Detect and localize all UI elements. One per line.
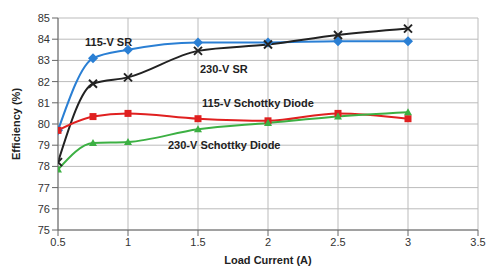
svg-text:81: 81 [38,97,50,109]
svg-text:Load Current (A): Load Current (A) [224,254,312,266]
svg-text:79: 79 [38,139,50,151]
svg-text:115-V Schottky Diode: 115-V Schottky Diode [202,97,314,109]
svg-text:76: 76 [38,203,50,215]
svg-text:0.5: 0.5 [50,236,65,248]
svg-text:3.5: 3.5 [470,236,485,248]
svg-text:2.5: 2.5 [330,236,345,248]
svg-text:1.5: 1.5 [190,236,205,248]
svg-text:Efficiency (%): Efficiency (%) [10,88,22,160]
svg-text:85: 85 [38,12,50,24]
svg-text:84: 84 [38,33,50,45]
svg-text:230-V Schottky Diode: 230-V Schottky Diode [168,139,280,151]
svg-text:83: 83 [38,54,50,66]
svg-text:2: 2 [265,236,271,248]
svg-text:82: 82 [38,76,50,88]
svg-text:230-V SR: 230-V SR [200,63,248,75]
svg-text:80: 80 [38,118,50,130]
svg-text:77: 77 [38,182,50,194]
svg-text:3: 3 [405,236,411,248]
svg-text:115-V SR: 115-V SR [85,36,132,48]
svg-text:78: 78 [38,160,50,172]
svg-text:75: 75 [38,224,50,236]
svg-text:1: 1 [125,236,131,248]
